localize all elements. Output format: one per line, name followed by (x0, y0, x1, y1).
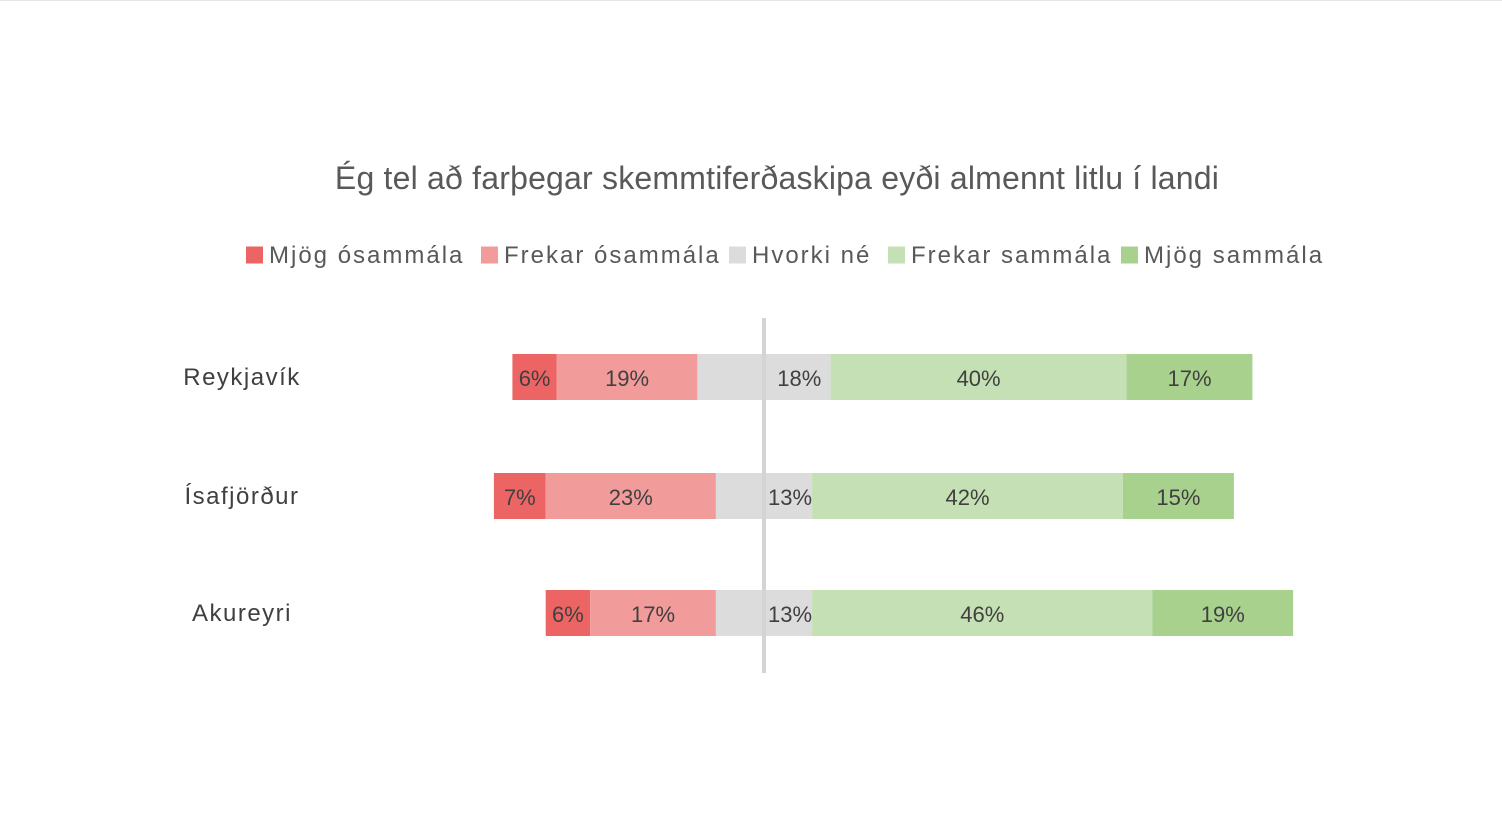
category-label-akureyri: Akureyri (192, 600, 292, 627)
data-label-akureyri-frekar-osammala: 17% (631, 602, 675, 627)
data-label-akureyri-frekar-sammala: 46% (960, 602, 1004, 627)
legend-label-mjog-sammala: Mjög sammála (1144, 242, 1324, 269)
legend-label-hvorki-ne: Hvorki né (752, 242, 871, 269)
category-label-isafjordur: Ísafjörður (184, 483, 299, 510)
data-label-reykjavik-mjog-sammala: 17% (1167, 366, 1211, 391)
legend-swatch-mjog-osammala (246, 246, 263, 264)
bar-isafjordur-frekar-osammala (545, 473, 716, 519)
legend-swatch-hvorki-ne (729, 246, 746, 264)
bar-reykjavik-mjog-sammala (1126, 354, 1253, 400)
chart-title: Ég tel að farþegar skemmtiferðaskipa eyð… (334, 160, 1220, 196)
data-label-akureyri-mjog-sammala: 19% (1201, 602, 1245, 627)
data-label-reykjavik-mjog-osammala: 6% (519, 366, 551, 391)
data-label-isafjordur-mjog-osammala: 7% (504, 485, 536, 510)
legend-swatch-mjog-sammala (1121, 246, 1138, 264)
bar-akureyri-mjog-sammala (1152, 590, 1294, 636)
category-label-reykjavik: Reykjavík (183, 364, 301, 391)
data-label-isafjordur-mjog-sammala: 15% (1156, 485, 1200, 510)
bar-isafjordur-mjog-sammala (1122, 473, 1234, 519)
bar-akureyri-mjog-osammala (545, 590, 591, 636)
bar-isafjordur-mjog-osammala (493, 473, 546, 519)
bar-reykjavik-mjog-osammala (512, 354, 557, 400)
data-label-isafjordur-hvorki-ne: 13% (768, 485, 812, 510)
data-label-reykjavik-frekar-sammala: 40% (957, 366, 1001, 391)
legend-label-frekar-sammala: Frekar sammála (911, 242, 1112, 269)
legend-label-frekar-osammala: Frekar ósammála (504, 242, 721, 269)
data-label-akureyri-hvorki-ne: 13% (768, 602, 812, 627)
category-axis: Reykjavík Ísafjörður Akureyri (183, 364, 301, 627)
legend-swatch-frekar-sammala (888, 246, 905, 264)
legend-label-mjog-osammala: Mjög ósammála (269, 242, 464, 269)
data-label-reykjavik-frekar-osammala: 19% (605, 366, 649, 391)
bar-reykjavik-frekar-osammala (556, 354, 698, 400)
data-labels: 6% 19% 18% 40% 17% 7% 23% 13% 42% 15% 6% 17% 13% 46% 1… (504, 366, 1245, 627)
data-label-isafjordur-frekar-osammala: 23% (609, 485, 653, 510)
bar-akureyri-frekar-osammala (590, 590, 716, 636)
bar-akureyri-frekar-sammala (812, 590, 1153, 636)
legend: Mjög ósammála Frekar ósammála Hvorki né Fre… (246, 242, 1324, 269)
data-label-reykjavik-hvorki-ne: 18% (777, 366, 821, 391)
legend-swatch-frekar-osammala (481, 246, 498, 264)
data-label-akureyri-mjog-osammala: 6% (552, 602, 584, 627)
data-label-isafjordur-frekar-sammala: 42% (945, 485, 989, 510)
top-border (0, 0, 1502, 1)
bar-isafjordur-frekar-sammala (812, 473, 1123, 519)
bar-reykjavik-frekar-sammala (830, 354, 1127, 400)
